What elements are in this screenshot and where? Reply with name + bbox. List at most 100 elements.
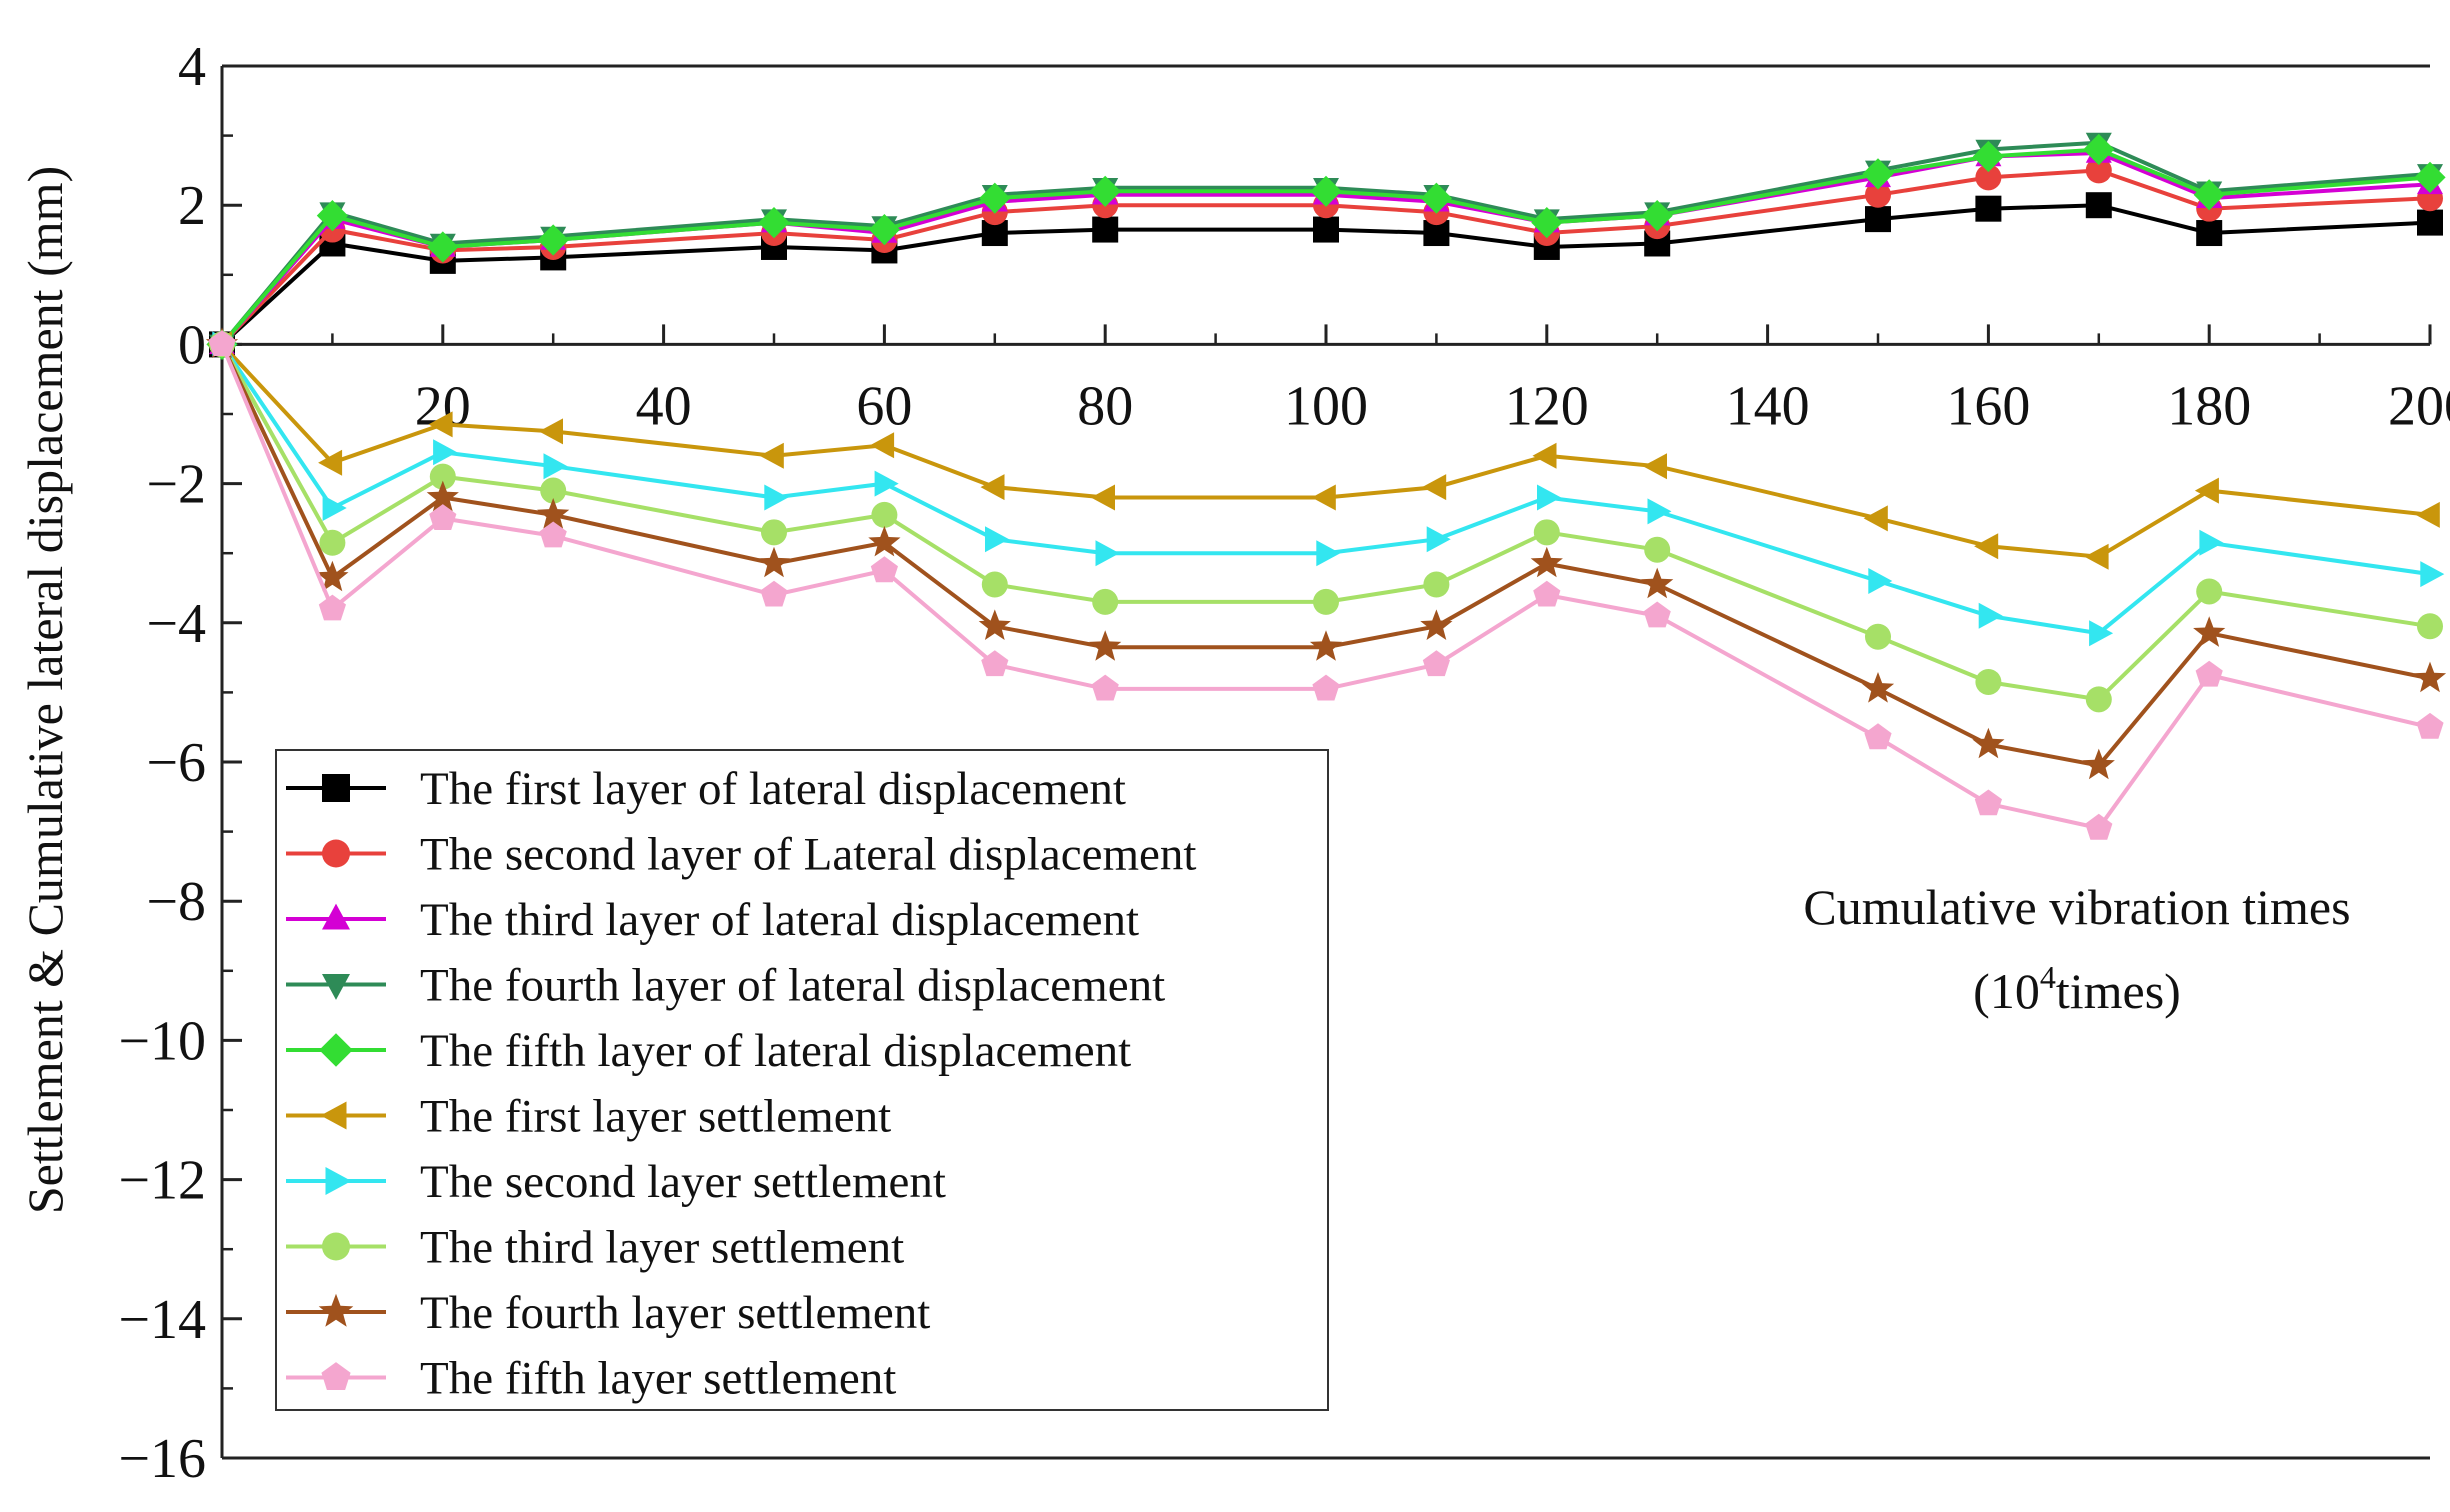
data-point — [1861, 672, 1895, 703]
data-point — [1865, 623, 1891, 650]
data-point — [2193, 179, 2225, 211]
data-point — [758, 207, 790, 239]
data-point — [1090, 484, 1115, 511]
data-point — [2414, 161, 2446, 193]
series-8 — [209, 331, 2443, 713]
legend-label: The fifth layer of lateral displacement — [420, 1025, 1131, 1077]
data-point — [1310, 175, 1342, 207]
legend-label: The first layer of lateral displacement — [420, 763, 1126, 815]
legend-marker — [318, 1293, 354, 1327]
y-tick-label: −14 — [118, 1289, 206, 1351]
legend-item: The second layer settlement — [286, 1156, 946, 1208]
x-tick-label: 60 — [856, 375, 912, 437]
legend-item: The fourth layer settlement — [286, 1287, 930, 1339]
data-point — [978, 609, 1011, 640]
legend-marker — [322, 1232, 350, 1261]
data-point — [1644, 536, 1671, 563]
data-point — [868, 525, 901, 557]
data-point — [1532, 442, 1557, 469]
legend-item: The fifth layer of lateral displacement — [286, 1025, 1131, 1077]
data-point — [537, 224, 569, 256]
data-point — [429, 463, 456, 490]
data-point — [1311, 484, 1336, 511]
data-point — [1642, 453, 1667, 480]
legend-item: The fourth layer of lateral displacement — [286, 960, 1165, 1012]
data-point — [2089, 620, 2114, 647]
data-point — [433, 439, 458, 466]
data-point — [1975, 195, 2002, 222]
data-point — [318, 449, 343, 476]
data-point — [1420, 182, 1452, 214]
data-point — [1095, 540, 1120, 567]
data-point — [1537, 484, 1562, 511]
data-point — [1972, 727, 2005, 759]
data-point — [1422, 474, 1447, 501]
data-point — [316, 200, 348, 232]
data-point — [2194, 477, 2219, 504]
data-point — [2417, 209, 2443, 236]
legend-item: The third layer of lateral displacement — [286, 894, 1139, 946]
y-tick-label: −12 — [118, 1150, 206, 1212]
y-tick-label: 4 — [178, 36, 206, 98]
data-point — [429, 504, 457, 530]
data-point — [871, 501, 898, 528]
data-point — [427, 231, 459, 263]
data-point — [1313, 216, 1339, 243]
data-point — [1641, 200, 1673, 232]
data-point — [1309, 630, 1343, 661]
legend-item: The second layer of Lateral displacement — [286, 829, 1196, 881]
data-point — [1863, 505, 1888, 532]
legend-label: The second layer settlement — [420, 1156, 946, 1208]
series-7 — [212, 331, 2445, 647]
legend-marker — [322, 839, 350, 868]
data-point — [2195, 660, 2223, 687]
data-point — [2085, 813, 2113, 840]
data-point — [1089, 175, 1121, 207]
data-point — [981, 571, 1008, 598]
x-tick-label: 160 — [1946, 375, 2030, 437]
y-tick-label: −16 — [118, 1428, 206, 1490]
legend-marker — [320, 1101, 347, 1130]
x-tick-label: 80 — [1077, 375, 1133, 437]
data-point — [2085, 157, 2112, 184]
x-tick-label: 200 — [2388, 375, 2450, 437]
series-layer — [205, 132, 2447, 840]
x-axis-title: Cumulative vibration times — [1803, 879, 2350, 935]
data-point — [2417, 613, 2443, 640]
data-point — [2084, 543, 2109, 570]
legend: The first layer of lateral displacement T… — [275, 749, 1329, 1411]
legend-marker — [321, 1362, 351, 1390]
data-point — [757, 546, 791, 578]
y-tick-label: 0 — [178, 314, 206, 376]
data-point — [2193, 616, 2226, 647]
data-point — [1426, 526, 1451, 553]
data-point — [1091, 674, 1119, 701]
data-point — [1423, 571, 1450, 598]
data-point — [2413, 661, 2447, 693]
data-point — [1533, 519, 1560, 546]
data-point — [1313, 588, 1339, 615]
legend-item: The fifth layer settlement — [286, 1353, 896, 1405]
data-point — [1868, 568, 1893, 594]
x-axis-unit: (104times) — [1973, 959, 2181, 1019]
data-point — [979, 182, 1011, 214]
x-tick-label: 140 — [1726, 375, 1810, 437]
y-tick-label: −10 — [118, 1010, 206, 1072]
data-point — [1865, 206, 1891, 233]
data-point — [980, 474, 1005, 501]
data-point — [1089, 630, 1122, 661]
data-point — [319, 529, 346, 556]
data-point — [985, 526, 1010, 553]
data-point — [1865, 181, 1891, 208]
legend-item: The first layer of lateral displacement — [286, 763, 1126, 815]
legend-label: The third layer settlement — [420, 1222, 904, 1274]
legend-label: The fourth layer settlement — [420, 1287, 930, 1339]
data-point — [870, 556, 898, 583]
data-point — [2199, 529, 2224, 556]
y-tick-label: −2 — [146, 454, 206, 516]
data-point — [318, 594, 346, 621]
data-point — [322, 495, 347, 521]
